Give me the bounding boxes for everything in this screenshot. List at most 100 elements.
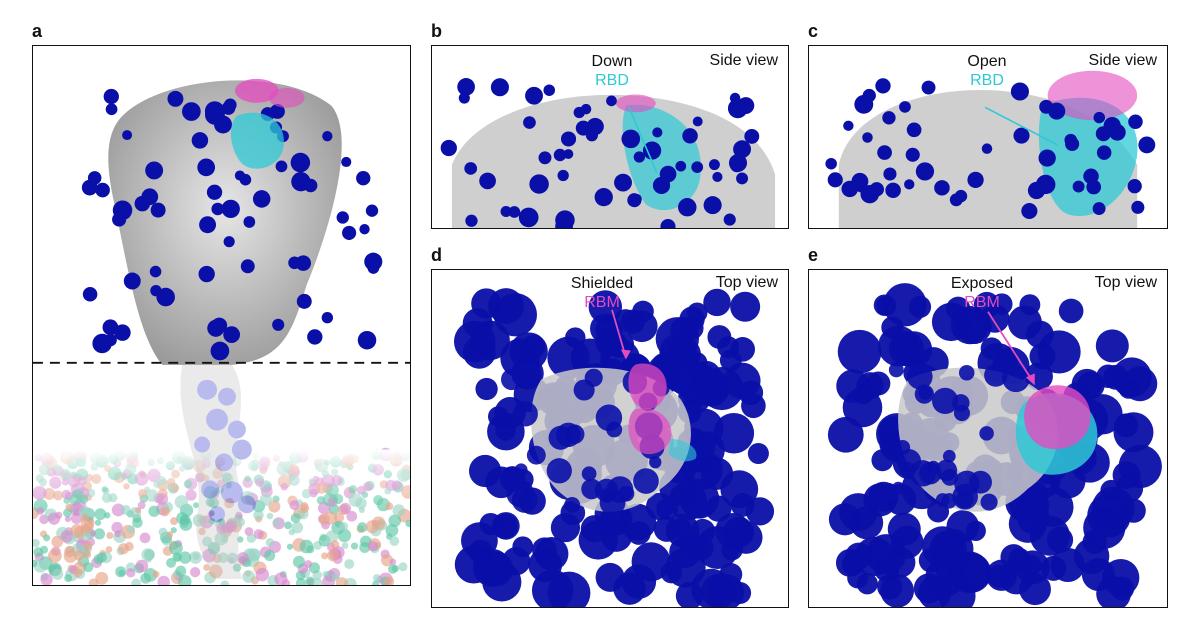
glycan-blob — [938, 577, 976, 607]
glycan-blob — [199, 216, 217, 234]
glycan-blob — [724, 362, 761, 400]
lipid-bead — [132, 517, 143, 529]
glycan-blob — [871, 449, 894, 472]
glycan-blob — [899, 101, 911, 113]
lipid-bead — [43, 534, 51, 542]
glycan-blob — [991, 293, 1013, 315]
lipid-bead — [157, 575, 170, 585]
lipid-bead — [255, 567, 270, 582]
glycan-blob — [856, 573, 878, 595]
glycan-blob — [875, 78, 891, 94]
glycan-blob — [869, 182, 884, 197]
lipid-bead — [207, 542, 221, 555]
lipid-bead — [192, 513, 206, 527]
lipid-bead — [64, 574, 73, 583]
glycan-blob — [103, 88, 119, 105]
glycan-blob — [206, 184, 223, 200]
glycan-blob — [678, 198, 697, 217]
glycan-blob — [500, 205, 512, 218]
lipid-bead — [272, 518, 282, 528]
glycan-blob — [1138, 136, 1156, 154]
lipid-bead — [207, 510, 214, 517]
glycan-blob — [981, 143, 993, 154]
lipid-bead — [115, 566, 127, 578]
glycan-blob — [729, 582, 752, 604]
lipid-bead — [126, 568, 136, 578]
lipid-bead — [94, 508, 107, 521]
state-label-d: Shielded — [570, 275, 634, 292]
lipid-bead — [139, 532, 151, 544]
glycan-blob — [546, 458, 572, 484]
glycan-blob — [356, 171, 371, 186]
glycan-blob — [81, 179, 98, 196]
spike-head — [81, 78, 383, 365]
state-label-c: Open — [967, 53, 1007, 70]
glycan-blob — [1102, 558, 1140, 597]
lipid-bead — [388, 514, 402, 528]
lipid-bead — [359, 542, 371, 554]
glycan-blob — [336, 211, 349, 224]
glycan-blob — [952, 483, 978, 510]
lipid-bead — [222, 522, 234, 534]
glycan-blob — [509, 332, 548, 371]
glycan-blob — [240, 259, 255, 274]
glycan-blob — [884, 546, 916, 578]
glycan-blob — [843, 120, 854, 131]
glycan-blob — [837, 329, 882, 374]
lipid-bead — [135, 559, 149, 573]
lipid-bead — [33, 559, 38, 568]
glycan-blob — [733, 140, 752, 159]
glycan-blob — [707, 376, 730, 399]
glycan-blob — [987, 564, 1011, 588]
lipid-bead — [312, 578, 323, 585]
glycan-blob — [440, 139, 457, 157]
lipid-bead — [234, 516, 245, 528]
glycan-blob — [1109, 124, 1126, 141]
lipid-bead — [106, 531, 114, 539]
glycan-blob — [342, 225, 357, 240]
glycan-blob — [919, 461, 942, 485]
panel-label-b: b — [431, 21, 442, 41]
glycan-blob — [730, 291, 761, 322]
glycan-blob — [512, 536, 534, 558]
glycan-blob — [488, 288, 524, 324]
lipid-bead — [226, 552, 239, 564]
glycan-blob — [1118, 378, 1139, 399]
lipid-bead — [318, 513, 330, 526]
lipid-bead — [94, 519, 102, 526]
lipid-bead — [64, 515, 71, 523]
glycan-blob — [904, 179, 915, 190]
glycan-blob — [841, 180, 859, 198]
rbd-pointer-c — [984, 106, 1058, 146]
glycan-blob — [1039, 99, 1054, 114]
glycan-blob — [853, 384, 874, 405]
annotation-c: Open RBD — [957, 52, 1017, 90]
lipid-bead — [372, 573, 381, 582]
glycan-blob — [934, 180, 950, 196]
glycan-blob — [518, 207, 539, 228]
lipid-bead — [126, 525, 136, 534]
glycan-blob — [1021, 202, 1038, 219]
glycan-blob — [673, 378, 689, 395]
glycan-blob — [888, 362, 904, 378]
lipid-bead — [93, 554, 104, 565]
glycan-blob — [942, 449, 956, 463]
glycan-blob — [501, 368, 523, 391]
glycan-blob — [845, 542, 873, 570]
glycan-blob — [1127, 179, 1142, 194]
panel-a-spike-membrane — [32, 45, 411, 586]
glycan-blob — [167, 90, 184, 107]
glycan-blob — [114, 324, 131, 341]
lipid-bead — [175, 565, 187, 577]
glycan-blob — [713, 412, 755, 454]
glycan-blob — [878, 325, 919, 367]
glycan-blob — [543, 84, 556, 96]
panel-b-illustration — [440, 78, 776, 228]
glycan-blob — [359, 224, 370, 235]
glycan-blob — [464, 162, 478, 175]
lipid-bead — [290, 513, 301, 524]
glycan-blob — [532, 537, 557, 563]
lipid-bead — [192, 552, 200, 560]
glycan-blob — [556, 422, 581, 448]
lipid-bead — [145, 555, 152, 563]
